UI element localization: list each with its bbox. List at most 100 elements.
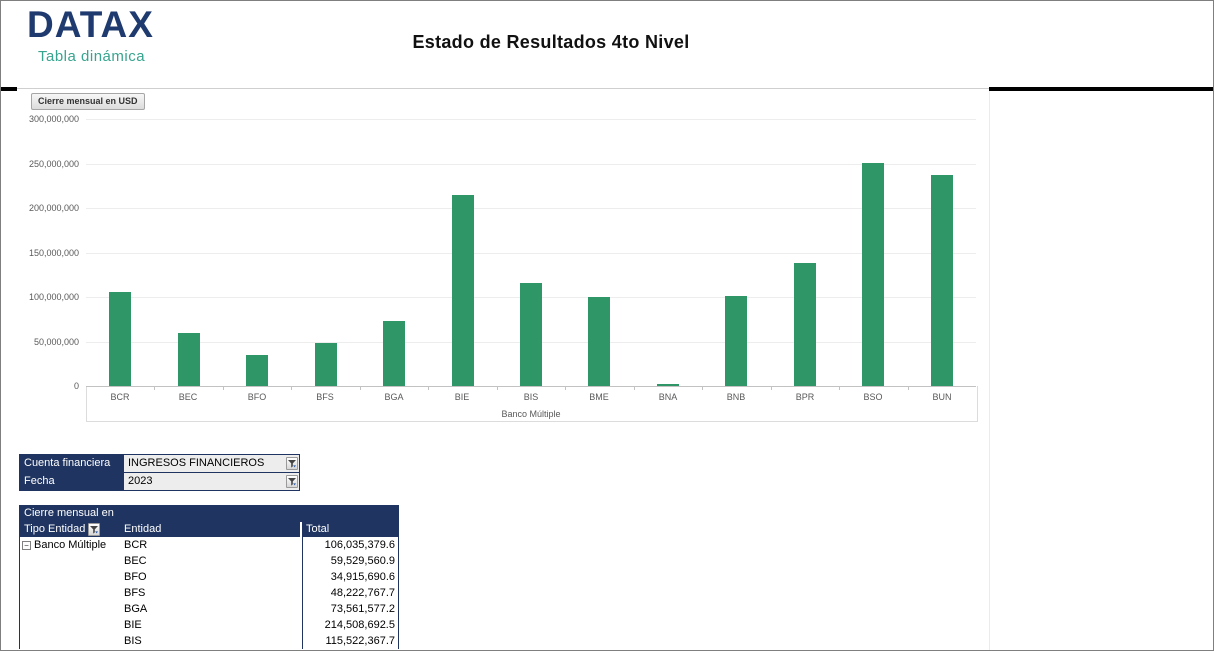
tipo-entidad-cell [20,553,122,569]
category-label-BME: BME [589,392,609,402]
category-label-BNB: BNB [726,392,746,402]
entidad-cell: BEC [124,555,147,567]
tipo-entidad-cell [20,569,122,585]
tipo-entidad-cell [20,601,122,617]
x-axis-tick [702,386,703,390]
y-tick-label: 150,000,000 [28,248,79,258]
bar-BNB[interactable] [725,296,747,386]
bar-BGA[interactable] [383,321,405,386]
table-row: BIS 115,522,367.7 [20,633,398,649]
category-label-BFS: BFS [316,392,334,402]
bar-BEC[interactable] [178,333,200,386]
bar-BFS[interactable] [315,343,337,386]
x-axis-tick [428,386,429,390]
x-axis-tick [634,386,635,390]
x-axis-title: Banco Múltiple [501,409,561,419]
entidad-cell: BFO [124,571,147,583]
entidad-cell: BFS [124,587,146,599]
y-tick-label: 50,000,000 [33,337,79,347]
entidad-cell: BIE [124,619,142,631]
tipo-entidad-cell [20,585,122,601]
total-cell: 115,522,367.7 [302,633,398,649]
table-row: BGA 73,561,577.2 [20,601,398,617]
total-cell: 106,035,379.6 [302,537,398,553]
x-axis-line [86,386,976,387]
header-divider [1,88,1213,89]
entidad-cell: BGA [124,603,148,615]
group-label: Banco Múltiple [34,539,107,551]
freeze-pane-mark-left [1,87,17,91]
category-label-BEC: BEC [178,392,198,402]
funnel-icon [287,477,296,486]
x-axis-tick [908,386,909,390]
total-cell: 214,508,692.5 [302,617,398,633]
pivot-table: Cierre mensual en Tipo Entidad Entidad T… [19,505,399,649]
filter-button-cell [284,473,299,490]
y-tick-label: 0 [73,381,79,391]
bar-BCR[interactable] [109,292,131,386]
x-axis-tick [565,386,566,390]
filter-button-cell [284,455,299,472]
filter-row-1: Fecha 2023 [20,472,299,490]
funnel-icon [287,459,296,468]
gridline [86,253,976,254]
category-label-BFO: BFO [247,392,267,402]
bar-BPR[interactable] [794,263,816,386]
category-label-BUN: BUN [932,392,952,402]
tipo-entidad-filter-button[interactable] [88,523,101,536]
x-axis-tick [771,386,772,390]
gridline [86,208,976,209]
entidad-cell: BCR [124,539,148,551]
datax-logo: DATAX [27,4,154,45]
total-cell: 48,222,767.7 [302,585,398,601]
bar-BIE[interactable] [452,195,474,386]
total-cell: 73,561,577.2 [302,601,398,617]
x-axis-tick [223,386,224,390]
column-header-tipo-entidad: Tipo Entidad [20,522,122,537]
column-header-total: Total [300,522,394,537]
table-row: BFO 34,915,690.6 [20,569,398,585]
funnel-icon [90,525,99,534]
x-axis-tick [839,386,840,390]
total-cell: 59,529,560.9 [302,553,398,569]
tipo-entidad-label: Tipo Entidad [24,523,86,535]
x-axis-label-box [86,386,978,422]
x-axis-tick [291,386,292,390]
pivot-table-body: − Banco Múltiple BCR 106,035,379.6 BEC 59,529… [20,537,398,649]
entidad-cell: BIS [124,635,142,647]
y-tick-label: 250,000,000 [28,159,79,169]
filter-dropdown-button[interactable] [285,475,298,488]
column-header-entidad: Entidad [124,523,162,535]
filter-dropdown-button[interactable] [285,457,298,470]
bar-BUN[interactable] [931,175,953,386]
tipo-entidad-cell: − Banco Múltiple [20,537,122,553]
category-label-BIS: BIS [523,392,539,402]
filter-value[interactable]: INGRESOS FINANCIEROS [124,455,284,472]
table-row: BEC 59,529,560.9 [20,553,398,569]
x-axis-tick [154,386,155,390]
page-break-line [989,91,990,650]
gridline [86,164,976,165]
bar-BFO[interactable] [246,355,268,386]
y-tick-label: 200,000,000 [28,203,79,213]
y-tick-label: 100,000,000 [28,292,79,302]
x-axis-tick [360,386,361,390]
y-tick-label: 300,000,000 [28,114,79,124]
bar-BIS[interactable] [520,283,542,386]
bar-BSO[interactable] [862,163,884,386]
filter-label: Fecha [20,473,124,490]
category-label-BNA: BNA [658,392,678,402]
bar-BNA[interactable] [657,384,679,386]
category-label-BPR: BPR [795,392,815,402]
filter-value[interactable]: 2023 [124,473,284,490]
collapse-button[interactable]: − [22,540,31,550]
filter-row-0: Cuenta financiera INGRESOS FINANCIEROS [20,455,299,472]
x-axis-tick [497,386,498,390]
filter-label: Cuenta financiera [20,455,124,472]
table-row: BIE 214,508,692.5 [20,617,398,633]
category-label-BGA: BGA [384,392,404,402]
pivot-chart-field-button[interactable]: Cierre mensual en USD [31,93,145,110]
bar-BME[interactable] [588,297,610,386]
table-row: − Banco Múltiple BCR 106,035,379.6 [20,537,398,553]
